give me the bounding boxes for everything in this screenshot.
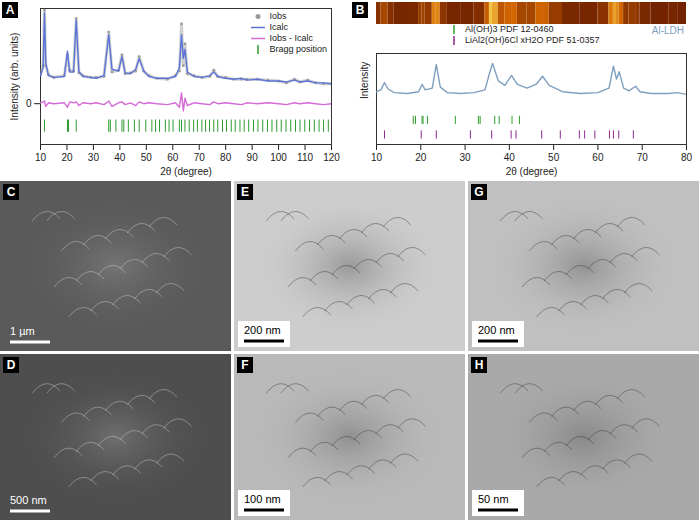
html-text:G: G [474,185,484,199]
svg-text:90: 90 [247,152,259,163]
svg-text:200 nm: 200 nm [478,324,515,336]
svg-text:Intensity: Intensity [359,62,370,99]
html-text:D: D [6,358,16,372]
html-text:H: H [474,358,484,372]
svg-text:40: 40 [504,152,516,163]
svg-text:60: 60 [167,152,179,163]
html-text:LiAl2(OH)6Cl xH2O PDF 51-0357: LiAl2(OH)6Cl xH2O PDF 51-0357 [465,35,600,45]
svg-text:110: 110 [297,152,313,163]
svg-text:200 nm: 200 nm [244,324,281,336]
svg-text:500 nm: 500 nm [10,494,47,506]
html-text:Iobs - Icalc: Iobs - Icalc [269,33,313,43]
html-text:Al(OH)3 PDF 12-0460: Al(OH)3 PDF 12-0460 [465,24,554,34]
svg-text:20: 20 [415,152,427,163]
svg-text:80: 80 [681,152,693,163]
svg-text:50: 50 [548,152,560,163]
html-text:C: C [6,185,16,199]
svg-text:2θ (degree): 2θ (degree) [506,166,558,177]
svg-text:100: 100 [270,152,287,163]
svg-text:10: 10 [35,152,47,163]
svg-text:60: 60 [592,152,604,163]
svg-text:50: 50 [141,152,153,163]
html-text:B: B [355,3,365,17]
html-text:Bragg position: Bragg position [269,44,327,54]
svg-text:40: 40 [114,152,126,163]
html-text:Iobs: Iobs [269,11,287,21]
svg-text:100 nm: 100 nm [244,493,281,505]
svg-text:2θ (degree): 2θ (degree) [160,166,212,177]
svg-text:30: 30 [460,152,472,163]
html-text:A: A [5,3,15,17]
svg-text:50 nm: 50 nm [478,493,509,505]
html-text:F: F [241,358,249,372]
svg-text:1 µm: 1 µm [10,325,35,337]
svg-text:80: 80 [220,152,232,163]
svg-text:20: 20 [61,152,73,163]
svg-text:30: 30 [88,152,100,163]
html-text:Icalc: Icalc [269,22,288,32]
html-text:E: E [241,185,249,199]
svg-text:Intensity (arb. units): Intensity (arb. units) [9,33,20,121]
svg-text:70: 70 [637,152,649,163]
svg-text:120: 120 [323,152,340,163]
svg-text:10: 10 [371,152,383,163]
html-text:Al-LDH: Al-LDH [651,25,684,36]
svg-text:70: 70 [194,152,206,163]
svg-text:0: 0 [26,98,32,109]
